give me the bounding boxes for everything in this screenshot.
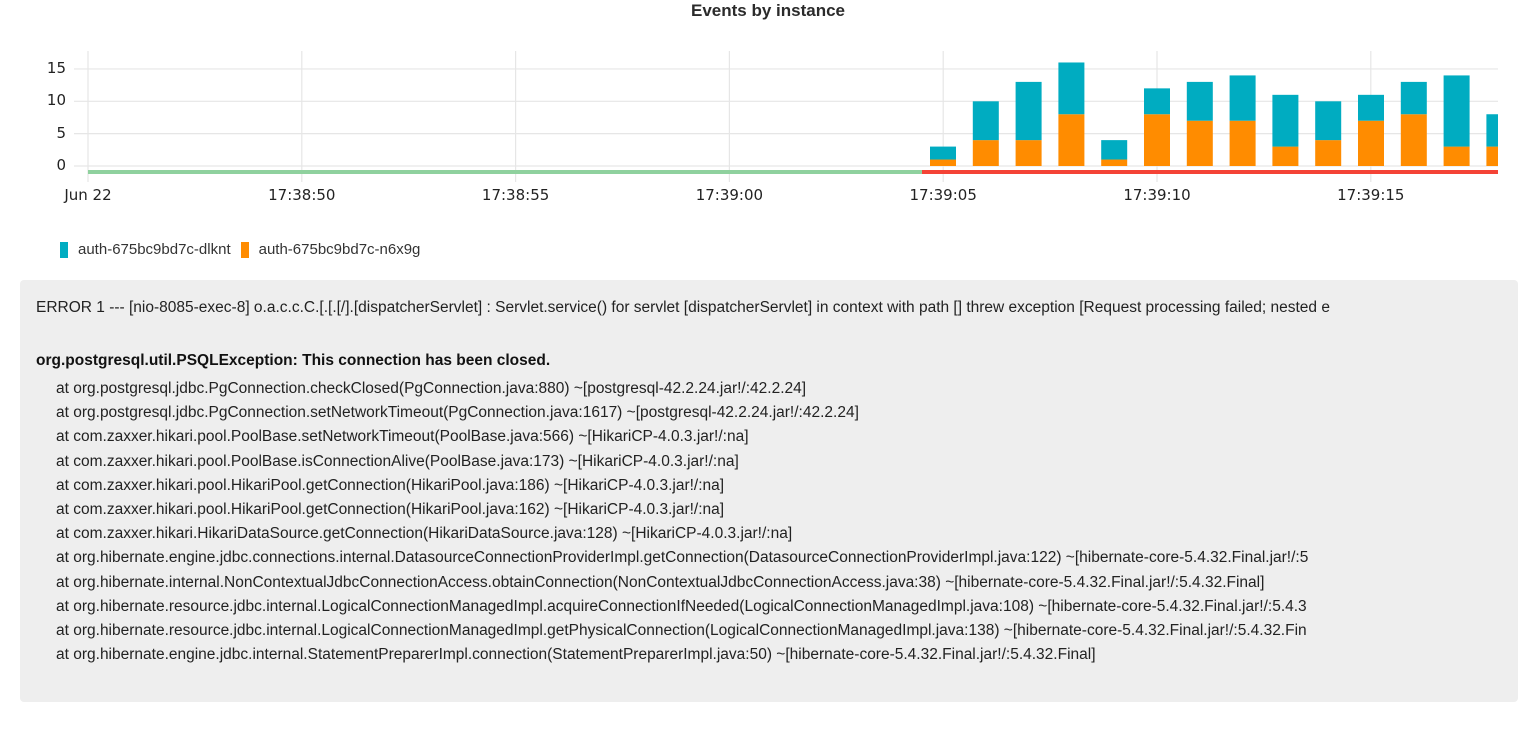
stack-frame: at org.postgresql.jdbc.PgConnection.chec… [56, 380, 807, 397]
bar-segment[interactable] [1315, 140, 1342, 166]
stack-frame: at org.hibernate.resource.jdbc.internal.… [56, 597, 1307, 615]
stack-frame: at com.zaxxer.hikari.pool.HikariPool.get… [56, 501, 725, 519]
x-axis-tick-label: 17:39:10 [1123, 186, 1191, 204]
stack-frame: at org.hibernate.internal.NonContextualJ… [56, 573, 1265, 591]
bar-segment[interactable] [1400, 81, 1427, 115]
bar-segment[interactable] [1400, 114, 1427, 166]
bar-segment[interactable] [1058, 114, 1085, 166]
stack-frame: at com.zaxxer.hikari.pool.PoolBase.setNe… [56, 428, 749, 446]
legend-label: auth-675bc9bd7c-n6x9g [258, 241, 421, 258]
bar-segment[interactable] [1315, 101, 1342, 141]
events-bar-chart[interactable]: 0 5 10 15 Jun 22 17:38:50 17:38:55 17:39:00 17:3… [0, 40, 1536, 220]
legend-item-n6x9g[interactable]: auth-675bc9bd7c-n6x9g [240, 241, 421, 258]
bar-segment[interactable] [1144, 88, 1170, 115]
chart-title: Events by instance [690, 1, 845, 20]
log-message-panel: ERROR 1 --- [nio-8085-exec-8] o.a.c.c.C.… [20, 280, 1518, 702]
bar-segment[interactable] [1229, 120, 1256, 166]
stack-frame: at com.zaxxer.hikari.HikariDataSource.ge… [56, 525, 793, 543]
x-axis-tick-label: 17:38:50 [268, 186, 336, 204]
status-timeline-error [922, 170, 1498, 174]
bar-segment[interactable] [1186, 81, 1213, 121]
bar-segment[interactable] [1486, 114, 1498, 147]
chart-legend: auth-675bc9bd7c-dlknt auth-675bc9bd7c-n6… [60, 241, 430, 258]
stack-frame: at org.hibernate.resource.jdbc.internal.… [56, 622, 1307, 640]
exception-title: org.postgresql.util.PSQLException: This … [36, 352, 551, 369]
x-axis-tick-label: 17:39:05 [909, 186, 977, 204]
x-axis-tick-label: 17:39:00 [695, 186, 764, 204]
status-timeline-ok [88, 170, 922, 174]
stack-trace: at org.postgresql.jdbc.PgConnection.chec… [56, 377, 1308, 667]
legend-swatch-icon [240, 241, 249, 258]
bar-segment[interactable] [1272, 146, 1299, 166]
stack-frame: at org.postgresql.jdbc.PgConnection.setN… [56, 404, 859, 422]
bar-segment[interactable] [1015, 81, 1042, 141]
bar-segment[interactable] [1015, 140, 1042, 166]
bar-segment[interactable] [930, 159, 956, 166]
bar-segment[interactable] [972, 101, 999, 141]
legend-swatch-icon [60, 241, 68, 258]
stack-frame: at org.hibernate.engine.jdbc.internal.St… [56, 646, 1096, 664]
stack-frame: at com.zaxxer.hikari.pool.PoolBase.isCon… [56, 452, 739, 470]
bar-segment[interactable] [1058, 62, 1085, 115]
bar-segment[interactable] [1443, 146, 1470, 166]
legend-item-dlknt[interactable]: auth-675bc9bd7c-dlknt [60, 241, 231, 258]
x-axis-tick-label: Jun 22 [64, 186, 112, 204]
bar-segment[interactable] [1486, 146, 1498, 166]
bar-segment[interactable] [972, 140, 999, 166]
bar-segment[interactable] [1101, 140, 1128, 160]
y-axis-tick-label: 0 [56, 156, 66, 174]
bar-segment[interactable] [1358, 94, 1384, 121]
y-axis-tick-label: 15 [46, 58, 66, 77]
chart-plot-area [74, 51, 1498, 182]
x-axis-tick-label: 17:39:15 [1337, 186, 1405, 204]
stack-frame: at org.hibernate.engine.jdbc.connections… [56, 549, 1309, 567]
stack-frame: at com.zaxxer.hikari.pool.HikariPool.get… [56, 476, 725, 494]
y-axis-tick-label: 10 [46, 91, 66, 110]
log-header-line: ERROR 1 --- [nio-8085-exec-8] o.a.c.c.C.… [36, 299, 1330, 316]
x-axis-tick-label: 17:38:55 [481, 186, 550, 204]
bar-segment[interactable] [1144, 114, 1170, 166]
bar-segment[interactable] [1443, 75, 1470, 147]
bar-segment[interactable] [1101, 159, 1128, 166]
bar-segment[interactable] [930, 146, 956, 160]
bar-segment[interactable] [1229, 75, 1256, 121]
bar-segment[interactable] [1272, 94, 1299, 147]
bar-segment[interactable] [1358, 120, 1384, 166]
bar-segment[interactable] [1186, 120, 1213, 166]
y-axis-tick-label: 5 [56, 123, 66, 142]
legend-label: auth-675bc9bd7c-dlknt [78, 241, 231, 258]
